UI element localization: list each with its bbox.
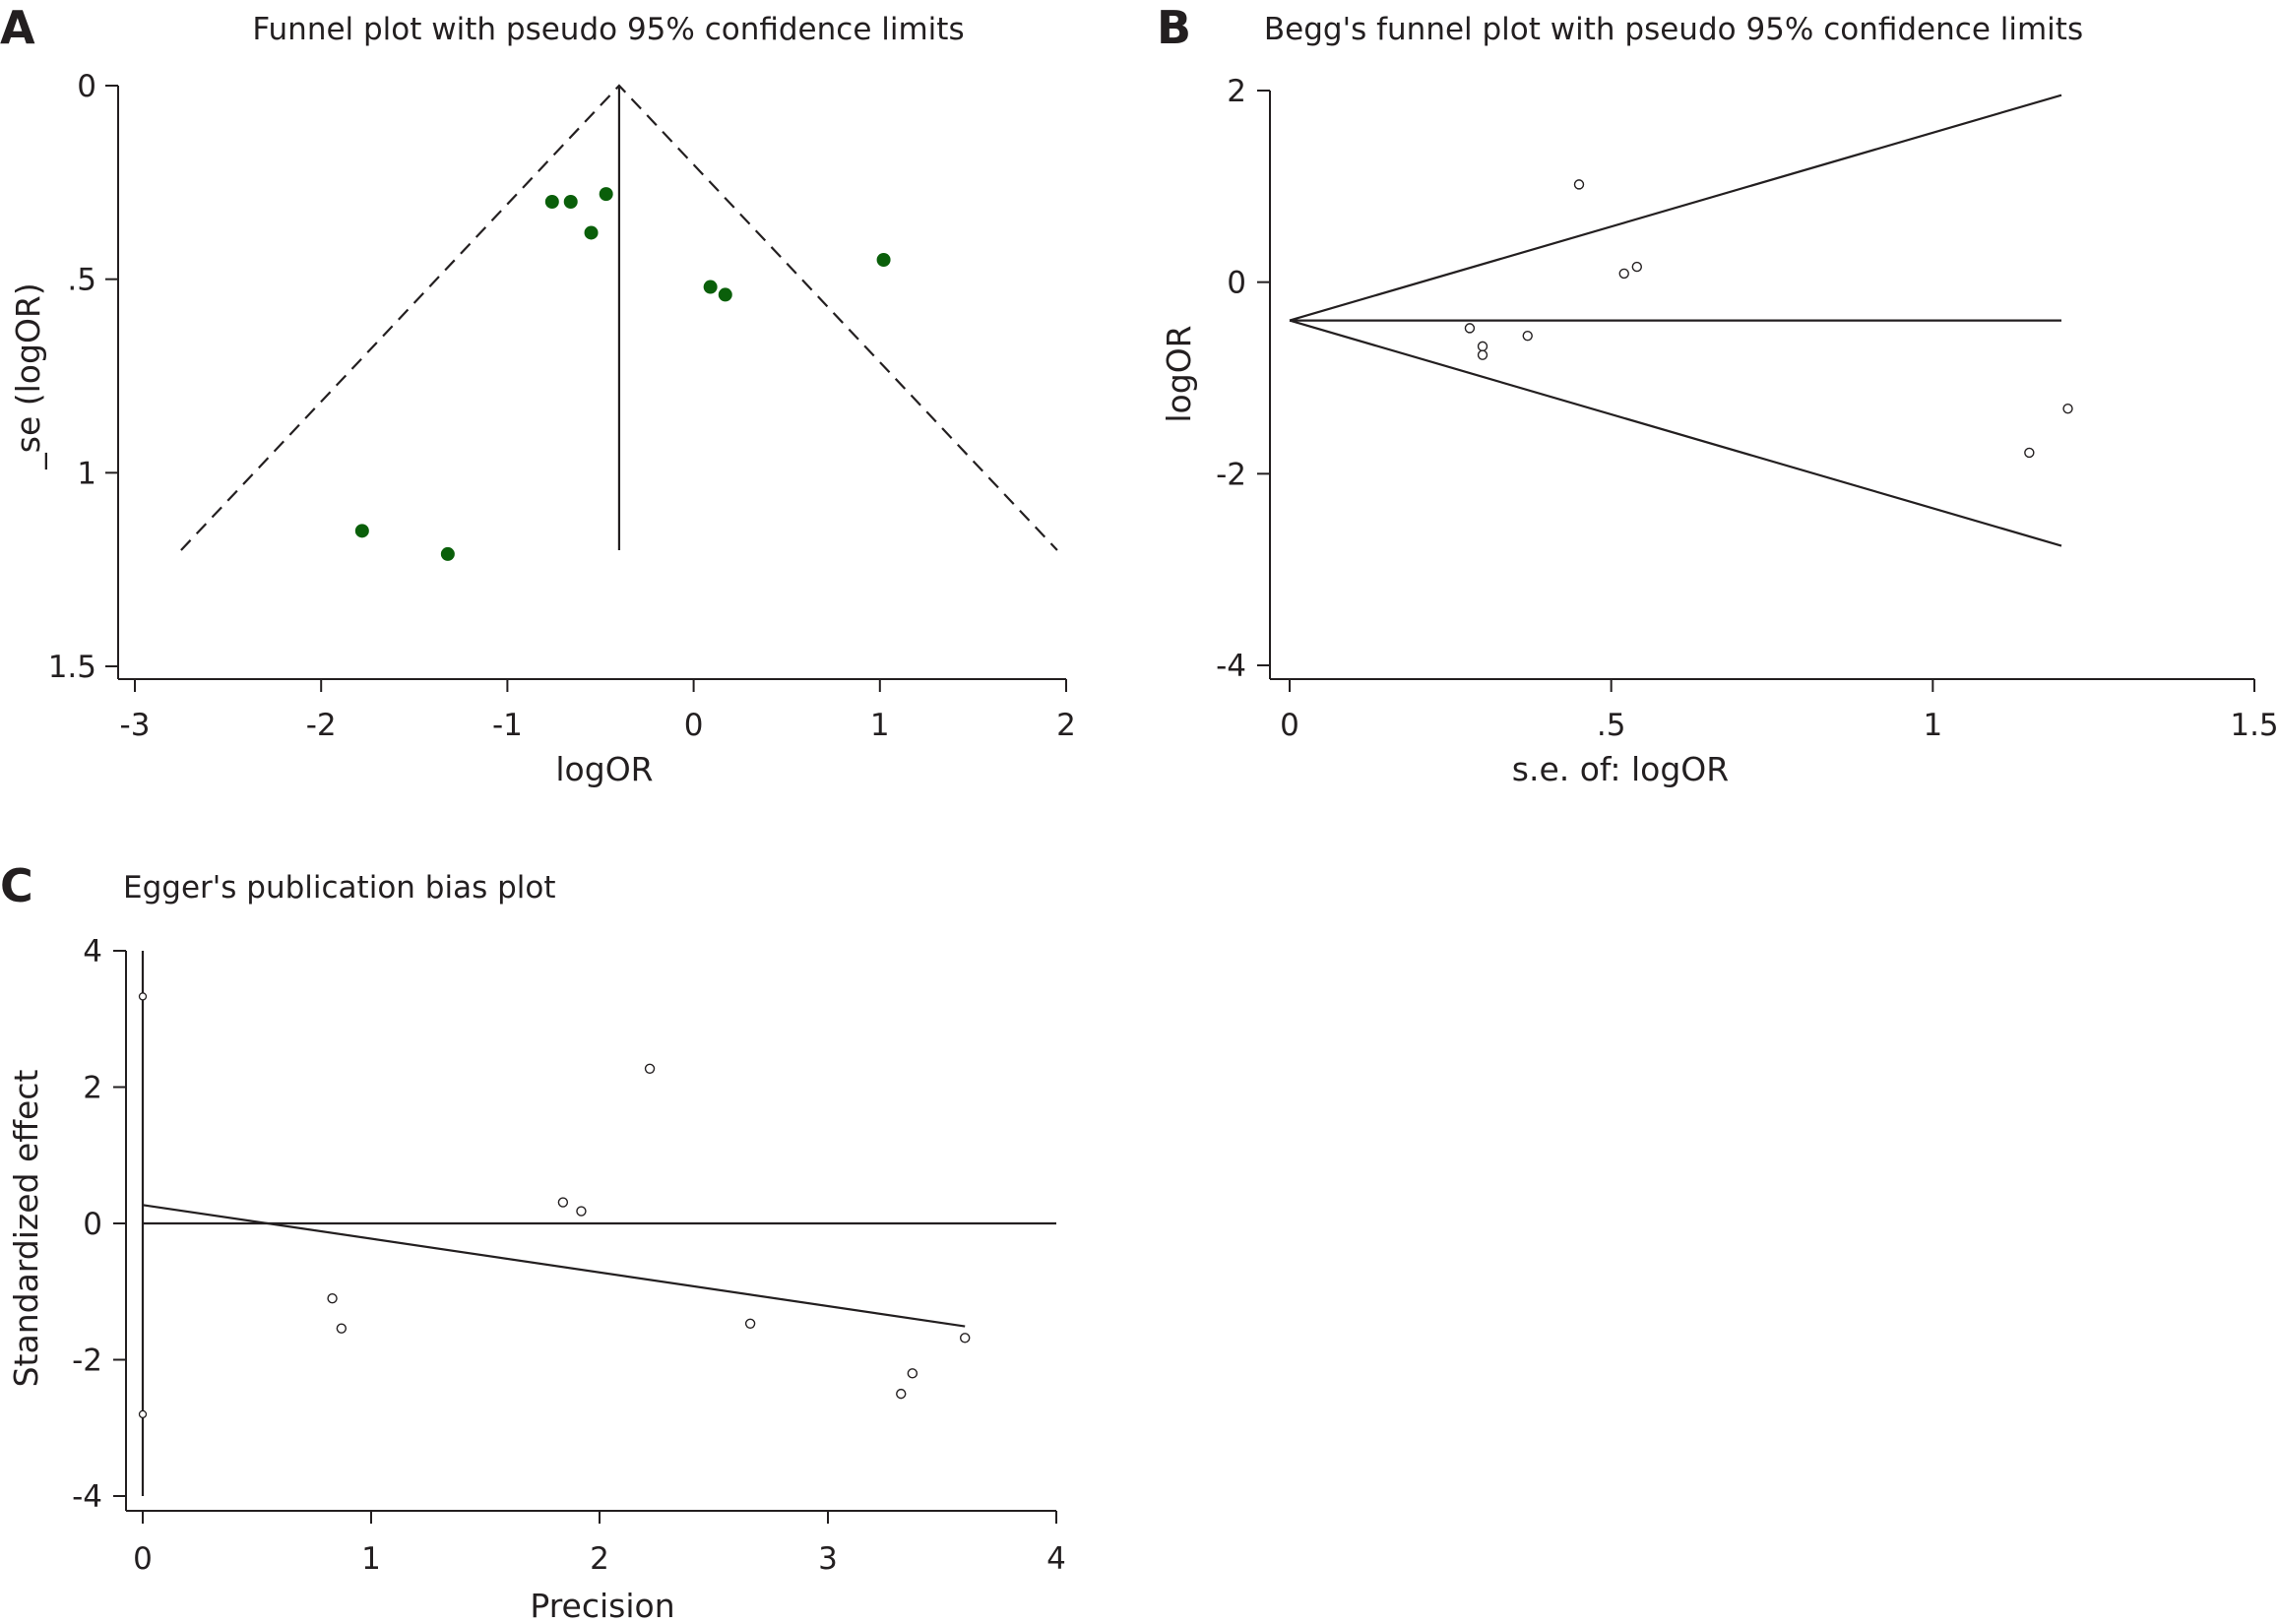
panel-b-x-tick-label: 0 <box>1280 708 1299 743</box>
panel-label-b: B <box>1157 1 1191 54</box>
panel-a-y-tick-label: 0 <box>77 69 96 104</box>
panel-a-x-tick-label: 0 <box>684 708 704 743</box>
panel-c-study-point <box>557 1197 569 1208</box>
panel-a: A Funnel plot with pseudo 95% confidence… <box>0 1 1076 788</box>
panel-c-y-tick-label: -4 <box>72 1479 102 1515</box>
panel-c-ylabel: Standardized effect <box>7 1070 45 1388</box>
panel-b-y-tick-label: -4 <box>1216 649 1246 684</box>
panel-b: B Begg's funnel plot with pseudo 95% con… <box>1157 1 2279 788</box>
panel-c-study-point <box>896 1388 907 1400</box>
panel-c-y-tick-label: 0 <box>83 1207 102 1242</box>
panel-a-study-point <box>876 253 891 267</box>
panel-c-y-tick-label: 4 <box>83 934 102 969</box>
panel-c-title: Egger's publication bias plot <box>123 870 556 906</box>
panel-a-y-tick-label: 1.5 <box>48 650 96 685</box>
panel-c: C Egger's publication bias plot 0 1 2 3 4 4 2 0… <box>0 859 1066 1624</box>
panel-c-study-point <box>576 1206 587 1217</box>
panel-c-x-tick-label: 2 <box>590 1541 609 1577</box>
panel-a-study-point <box>584 225 599 240</box>
panel-a-y-tick-label: .5 <box>67 263 96 298</box>
panel-a-x-tick-label: -2 <box>306 708 337 743</box>
panel-a-ylabel: _se (logOR) <box>9 282 47 469</box>
panel-a-xlabel: logOR <box>555 750 653 788</box>
panel-c-x-tick-label: 1 <box>361 1541 381 1577</box>
panel-c-study-point <box>336 1323 348 1334</box>
panel-c-y-tick-label: 2 <box>83 1071 102 1106</box>
panel-label-a: A <box>0 1 35 54</box>
panel-c-intercept-marker <box>138 992 148 1001</box>
panel-b-y-tick-label: 2 <box>1227 74 1246 109</box>
panel-c-x-tick-label: 3 <box>818 1541 838 1577</box>
panel-b-study-point <box>1573 179 1585 190</box>
panel-a-study-point <box>718 287 732 302</box>
panel-b-x-tick-label: .5 <box>1597 708 1626 743</box>
panel-a-x-tick-label: 2 <box>1056 708 1076 743</box>
panel-c-study-point <box>644 1063 656 1075</box>
panel-c-xlabel: Precision <box>530 1587 674 1624</box>
panel-a-x-tick-label: 1 <box>870 708 890 743</box>
panel-b-title: Begg's funnel plot with pseudo 95% confi… <box>1264 12 2083 47</box>
panel-a-study-point <box>440 546 455 561</box>
panel-a-study-point <box>544 195 559 209</box>
panel-c-study-point <box>907 1368 918 1379</box>
panel-b-y-tick-label: -2 <box>1216 457 1246 492</box>
panel-c-x-tick-label: 4 <box>1046 1541 1066 1577</box>
panel-b-y-tick-label: 0 <box>1227 266 1246 301</box>
panel-b-x-tick-label: 1 <box>1923 708 1942 743</box>
panel-c-study-point <box>960 1333 971 1343</box>
panel-a-y-tick-label: 1 <box>77 456 96 491</box>
panel-a-study-point <box>599 187 613 202</box>
panel-b-study-point <box>1631 261 1643 273</box>
panel-c-study-point <box>327 1292 338 1304</box>
panel-a-title: Funnel plot with pseudo 95% confidence l… <box>252 12 964 47</box>
panel-b-upper-limit <box>1289 94 2062 322</box>
panel-b-study-point <box>2062 403 2073 414</box>
panel-b-lower-limit <box>1289 319 2062 547</box>
panel-a-x-tick-label: -1 <box>492 708 523 743</box>
panel-b-study-point <box>1618 268 1629 280</box>
panel-a-x-tick-label: -3 <box>120 708 151 743</box>
panel-b-study-point <box>1522 330 1533 342</box>
panel-b-study-point <box>1477 349 1488 360</box>
panel-c-study-point <box>744 1318 756 1329</box>
panel-c-regression-line <box>142 1204 966 1328</box>
panel-b-ylabel: logOR <box>1160 325 1198 422</box>
panel-b-x-tick-label: 1.5 <box>2230 708 2278 743</box>
panel-b-study-point <box>1477 341 1488 352</box>
panel-a-study-point <box>703 280 718 294</box>
panel-c-intercept-marker <box>138 1409 148 1419</box>
panel-a-study-point <box>563 195 578 209</box>
panel-b-study-point <box>2024 447 2035 459</box>
panel-b-xlabel: s.e. of: logOR <box>1512 750 1729 788</box>
panel-b-study-point <box>1464 323 1476 334</box>
panel-label-c: C <box>0 859 33 912</box>
panel-c-x-tick-label: 0 <box>133 1541 153 1577</box>
panel-c-y-tick-label: -2 <box>72 1343 102 1379</box>
panel-a-study-point <box>354 524 369 538</box>
